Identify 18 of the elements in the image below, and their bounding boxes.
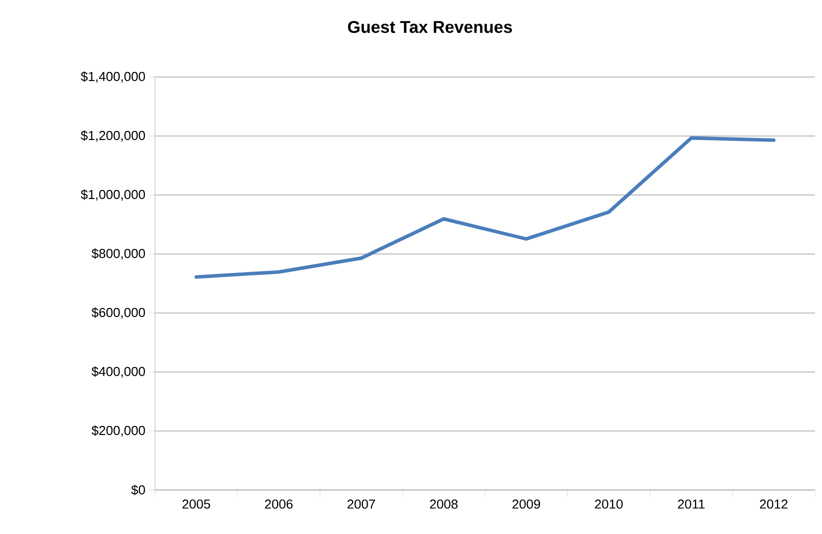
- chart-title: Guest Tax Revenues: [348, 20, 512, 33]
- x-tick-label: 2006: [265, 500, 293, 509]
- x-tick-label: 2010: [595, 500, 623, 509]
- y-tick-label: $400,000: [92, 366, 145, 378]
- x-tick-label: 2008: [430, 500, 458, 509]
- x-tick-label: 2005: [182, 500, 210, 509]
- y-tick-label: $200,000: [92, 425, 145, 437]
- y-tick-label: $800,000: [92, 248, 145, 260]
- y-tick-label: $1,200,000: [80, 130, 145, 142]
- y-tick-label: $1,400,000: [80, 71, 145, 83]
- x-tick-label: 2012: [760, 500, 788, 509]
- y-tick-label: $600,000: [92, 307, 145, 319]
- x-tick-label: 2009: [512, 500, 540, 509]
- line-series: [194, 136, 776, 279]
- x-tick-label: 2007: [348, 500, 375, 509]
- x-tick-label: 2011: [678, 500, 705, 509]
- y-tick-label: $1,000,000: [80, 189, 145, 201]
- y-tick-label: $0: [131, 484, 145, 496]
